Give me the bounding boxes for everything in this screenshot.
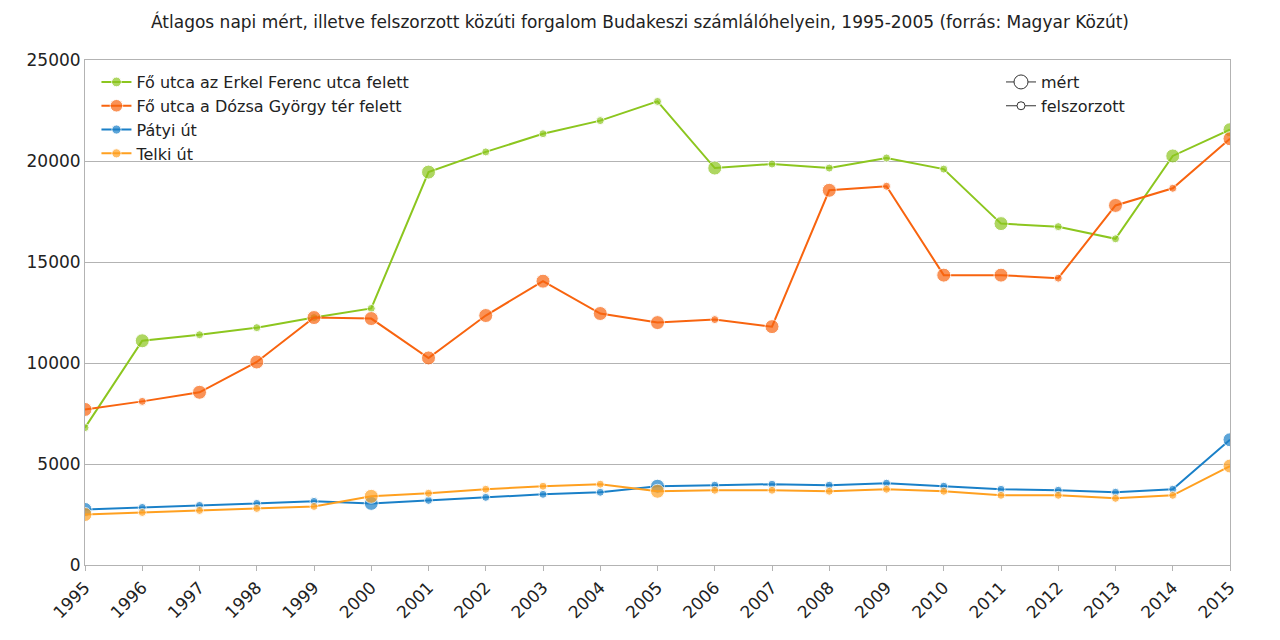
svg-text:1996: 1996 (106, 578, 151, 623)
svg-text:25000: 25000 (27, 50, 81, 70)
svg-text:mért: mért (1041, 73, 1079, 92)
svg-text:felszorzott: felszorzott (1041, 97, 1125, 116)
svg-text:2012: 2012 (1022, 578, 1067, 623)
svg-text:2015: 2015 (1194, 578, 1239, 623)
svg-text:2005: 2005 (622, 578, 667, 623)
svg-text:2007: 2007 (736, 578, 781, 623)
svg-text:2004: 2004 (564, 578, 609, 623)
svg-text:Telki út: Telki út (135, 145, 193, 164)
svg-text:Fő utca a Dózsa György tér fel: Fő utca a Dózsa György tér felett (136, 97, 401, 116)
svg-text:15000: 15000 (27, 252, 81, 272)
svg-text:2006: 2006 (679, 578, 724, 623)
svg-text:2001: 2001 (393, 578, 438, 623)
svg-text:20000: 20000 (27, 151, 81, 171)
svg-text:2010: 2010 (908, 578, 953, 623)
svg-text:2003: 2003 (507, 578, 552, 623)
svg-text:Átlagos napi mért, illetve fel: Átlagos napi mért, illetve felszorzott k… (151, 11, 1129, 32)
svg-text:2011: 2011 (965, 578, 1010, 623)
svg-text:1997: 1997 (164, 578, 209, 623)
svg-text:Pátyi út: Pátyi út (136, 121, 196, 140)
svg-text:1995: 1995 (49, 578, 94, 623)
svg-text:2002: 2002 (450, 578, 495, 623)
svg-text:1998: 1998 (221, 578, 266, 623)
svg-text:2008: 2008 (793, 578, 838, 623)
svg-text:2000: 2000 (335, 578, 380, 623)
svg-text:2014: 2014 (1137, 578, 1182, 623)
svg-text:2013: 2013 (1080, 578, 1125, 623)
svg-text:0: 0 (70, 555, 81, 575)
svg-text:10000: 10000 (27, 353, 81, 373)
svg-text:5000: 5000 (37, 454, 80, 474)
svg-text:2009: 2009 (851, 578, 896, 623)
svg-text:1999: 1999 (278, 578, 323, 623)
svg-text:Fő utca az Erkel Ferenc utca f: Fő utca az Erkel Ferenc utca felett (136, 73, 408, 92)
